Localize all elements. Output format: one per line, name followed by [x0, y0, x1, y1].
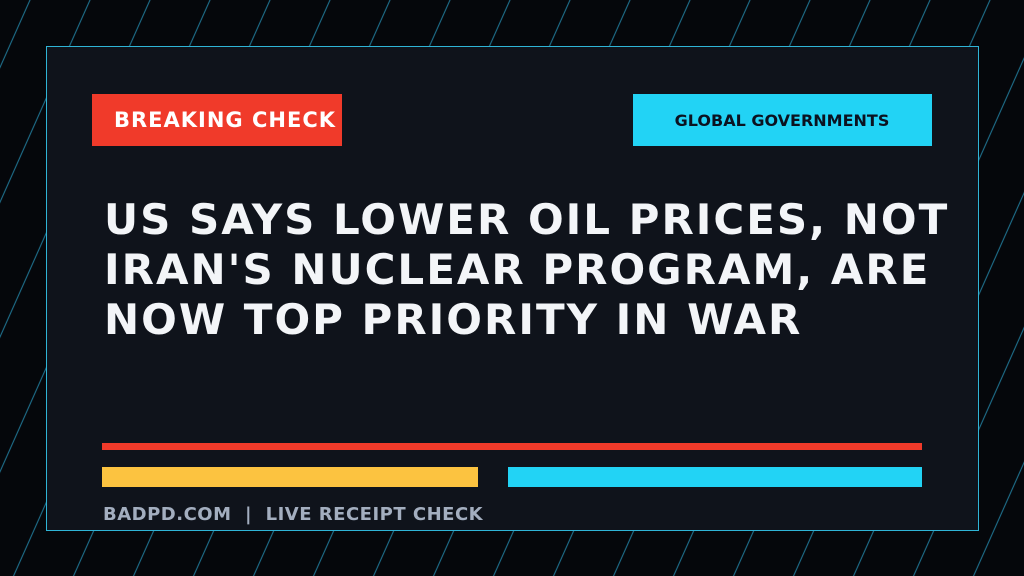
yellow-bar: [102, 467, 478, 487]
category-badge: [633, 94, 932, 146]
red-bar: [102, 443, 922, 450]
breaking-badge: [92, 94, 342, 146]
headline-line: US SAYS LOWER OIL PRICES, NOT: [104, 195, 949, 244]
footer: BADPD.COM | LIVE RECEIPT CHECK: [103, 504, 484, 525]
category-badge-text: GLOBAL GOVERNMENTS: [675, 111, 890, 130]
headline-line: NOW TOP PRIORITY IN WAR: [104, 295, 802, 344]
breaking-badge-text: BREAKING CHECK: [114, 108, 336, 132]
headline-line: IRAN'S NUCLEAR PROGRAM, ARE: [104, 245, 930, 294]
cyan-bar: [508, 467, 922, 487]
